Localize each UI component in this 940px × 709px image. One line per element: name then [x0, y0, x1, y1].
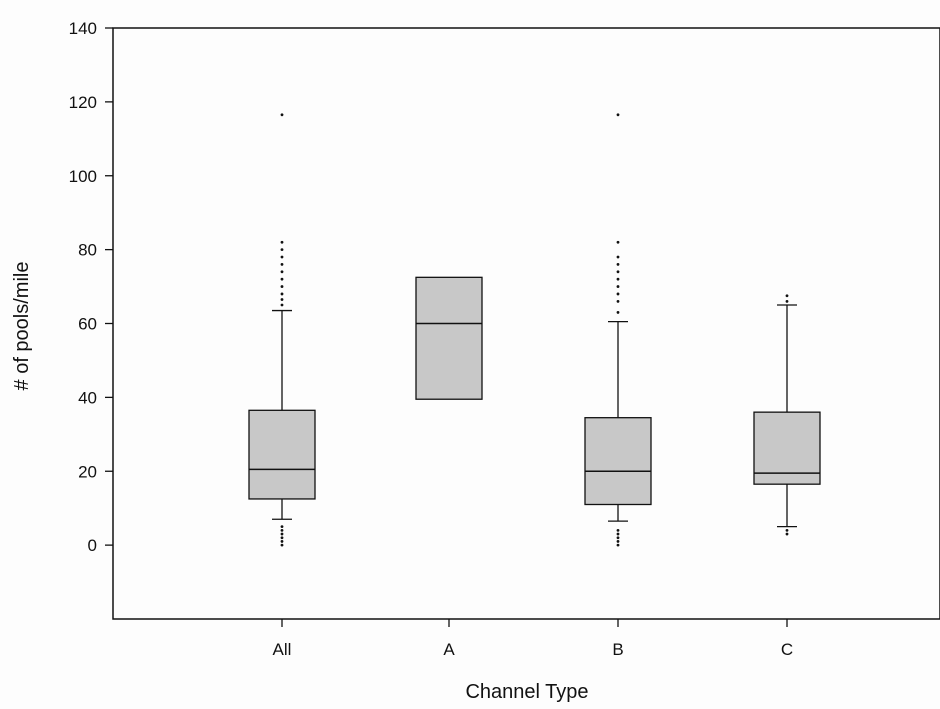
outlier-all-8	[280, 292, 284, 296]
outlier-b-14	[616, 113, 620, 117]
y-tick-label-80: 80	[78, 241, 97, 260]
outlier-all-9	[280, 285, 284, 288]
outlier-c-1	[785, 528, 789, 532]
outlier-b-9	[616, 277, 620, 281]
outlier-all-16	[280, 113, 284, 117]
outlier-all-6	[280, 303, 284, 307]
box-c	[753, 411, 821, 485]
outlier-b-13	[616, 240, 620, 244]
outlier-b-12	[616, 255, 620, 259]
x-tick-label-C: C	[781, 640, 793, 659]
y-axis-title: # of pools/mile	[11, 262, 33, 391]
x-tick-label-All: All	[273, 640, 292, 659]
outlier-all-15	[280, 240, 284, 244]
outlier-all-4	[280, 528, 284, 532]
outlier-b-8	[616, 285, 620, 288]
outlier-all-3	[280, 532, 284, 536]
outlier-all-5	[280, 525, 284, 529]
outlier-b-5	[616, 311, 620, 314]
outlier-all-11	[280, 270, 284, 274]
y-tick-label-60: 60	[78, 315, 97, 334]
plot-frame	[112, 27, 940, 620]
outlier-b-11	[616, 263, 620, 266]
outlier-b-0	[616, 543, 620, 547]
outlier-c-0	[785, 532, 789, 536]
outlier-all-14	[280, 248, 284, 252]
outlier-c-3	[785, 294, 789, 298]
outlier-all-2	[280, 536, 284, 540]
y-tick-label-140: 140	[69, 19, 97, 38]
outlier-b-6	[616, 299, 620, 303]
box-a	[415, 276, 483, 400]
outlier-b-1	[616, 540, 620, 543]
outlier-b-4	[616, 528, 620, 532]
outlier-all-13	[280, 255, 284, 259]
outlier-b-10	[616, 270, 620, 274]
outlier-c-2	[785, 299, 789, 303]
y-tick-label-120: 120	[69, 93, 97, 112]
outlier-b-2	[616, 536, 620, 540]
outlier-all-10	[280, 277, 284, 281]
outlier-b-7	[616, 292, 620, 296]
y-tick-label-100: 100	[69, 167, 97, 186]
y-tick-label-40: 40	[78, 388, 97, 407]
x-axis-title: Channel Type	[465, 681, 588, 703]
y-tick-label-0: 0	[88, 536, 97, 555]
outlier-all-12	[280, 263, 284, 266]
outlier-all-7	[280, 298, 284, 301]
y-tick-label-20: 20	[78, 462, 97, 481]
x-tick-label-A: A	[443, 640, 455, 659]
box-all	[248, 409, 316, 500]
outlier-all-0	[280, 543, 284, 547]
box-b	[584, 417, 652, 506]
outlier-all-1	[280, 540, 284, 543]
outlier-b-3	[616, 532, 620, 536]
x-tick-label-B: B	[612, 640, 623, 659]
